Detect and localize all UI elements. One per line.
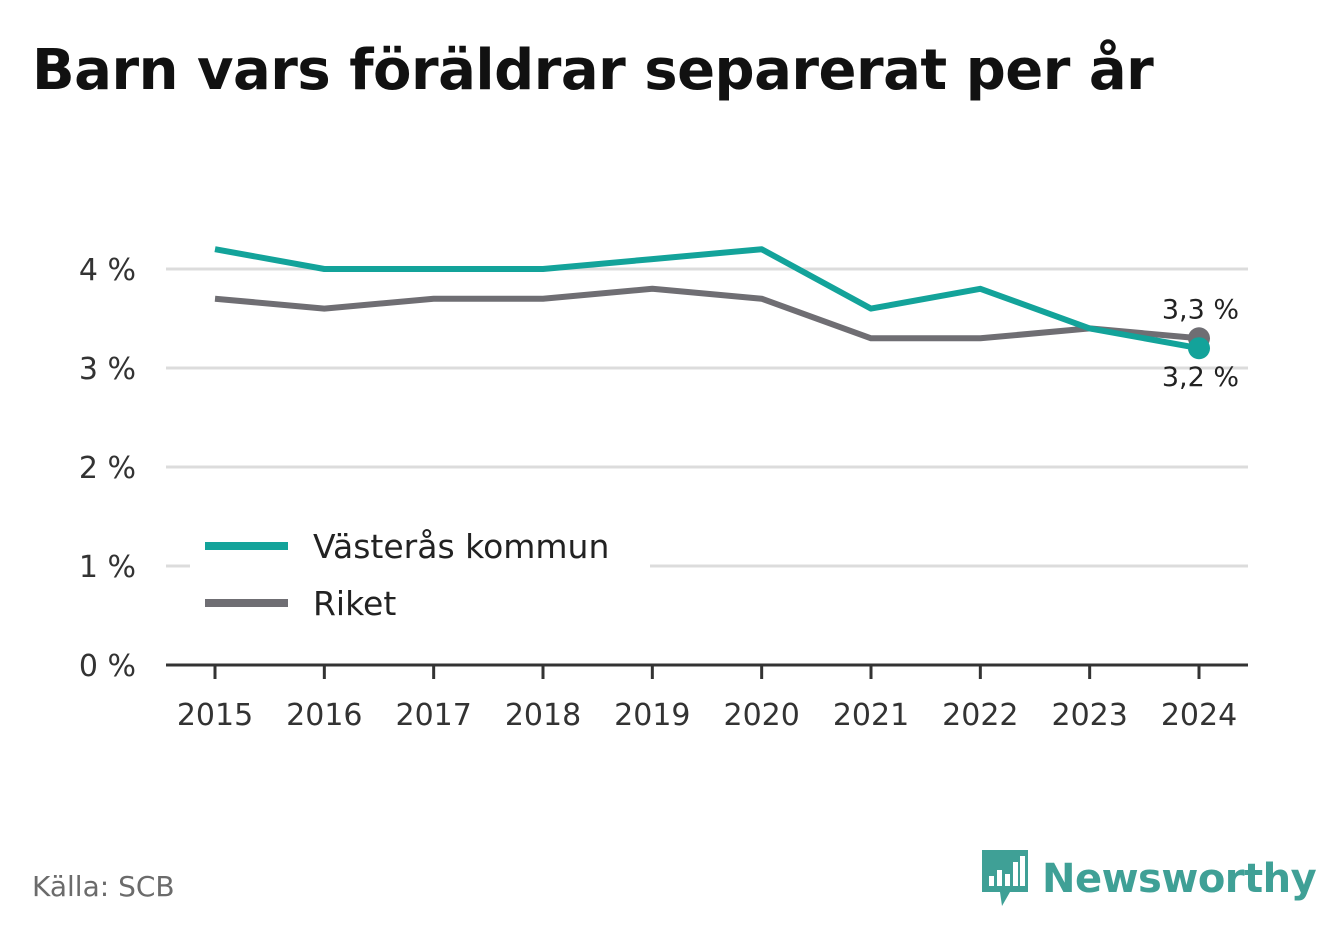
x-tick-label: 2022: [942, 698, 1018, 733]
y-tick-label: 0 %: [79, 649, 136, 684]
legend: Västerås kommun Riket: [190, 520, 650, 623]
y-tick-label: 4 %: [79, 253, 136, 288]
legend-label: Västerås kommun: [313, 527, 609, 566]
y-tick-label: 2 %: [79, 451, 136, 486]
brand-name: Newsworthy: [1042, 856, 1317, 902]
x-tick-label: 2023: [1051, 698, 1127, 733]
series-line-riket: [214, 285, 1200, 342]
series-line-vasteras: [214, 246, 1200, 352]
newsworthy-logo-icon: [982, 850, 1028, 906]
chart-title: Barn vars föräldrar separerat per år: [32, 38, 1154, 103]
x-tick-label: 2024: [1161, 698, 1237, 733]
x-tick-label: 2016: [286, 698, 362, 733]
source-note: Källa: SCB: [32, 870, 175, 903]
x-tick-label: 2017: [395, 698, 471, 733]
end-label-riket: 3,3 %: [1162, 294, 1239, 325]
x-tick-label: 2018: [505, 698, 581, 733]
end-point-vasteras: [1188, 337, 1210, 360]
x-tick-label: 2015: [177, 698, 253, 733]
series-lines: [214, 246, 1210, 360]
x-tick-label: 2020: [723, 698, 799, 733]
y-tick-label: 1 %: [79, 550, 136, 585]
x-tick-label: 2019: [614, 698, 690, 733]
x-tick-label: 2021: [833, 698, 909, 733]
y-tick-label: 3 %: [79, 352, 136, 387]
x-axis-ticks: 2015 2016 2017 2018 2019 2020 2021 2022 2023 2024: [177, 665, 1237, 733]
legend-label: Riket: [313, 584, 396, 623]
end-label-vasteras: 3,2 %: [1162, 362, 1239, 393]
brand-logo: Newsworthy: [980, 848, 1317, 910]
y-axis-ticks: 0 % 1 % 2 % 3 % 4 %: [79, 253, 136, 684]
end-labels: 3,3 % 3,2 %: [1162, 294, 1239, 393]
